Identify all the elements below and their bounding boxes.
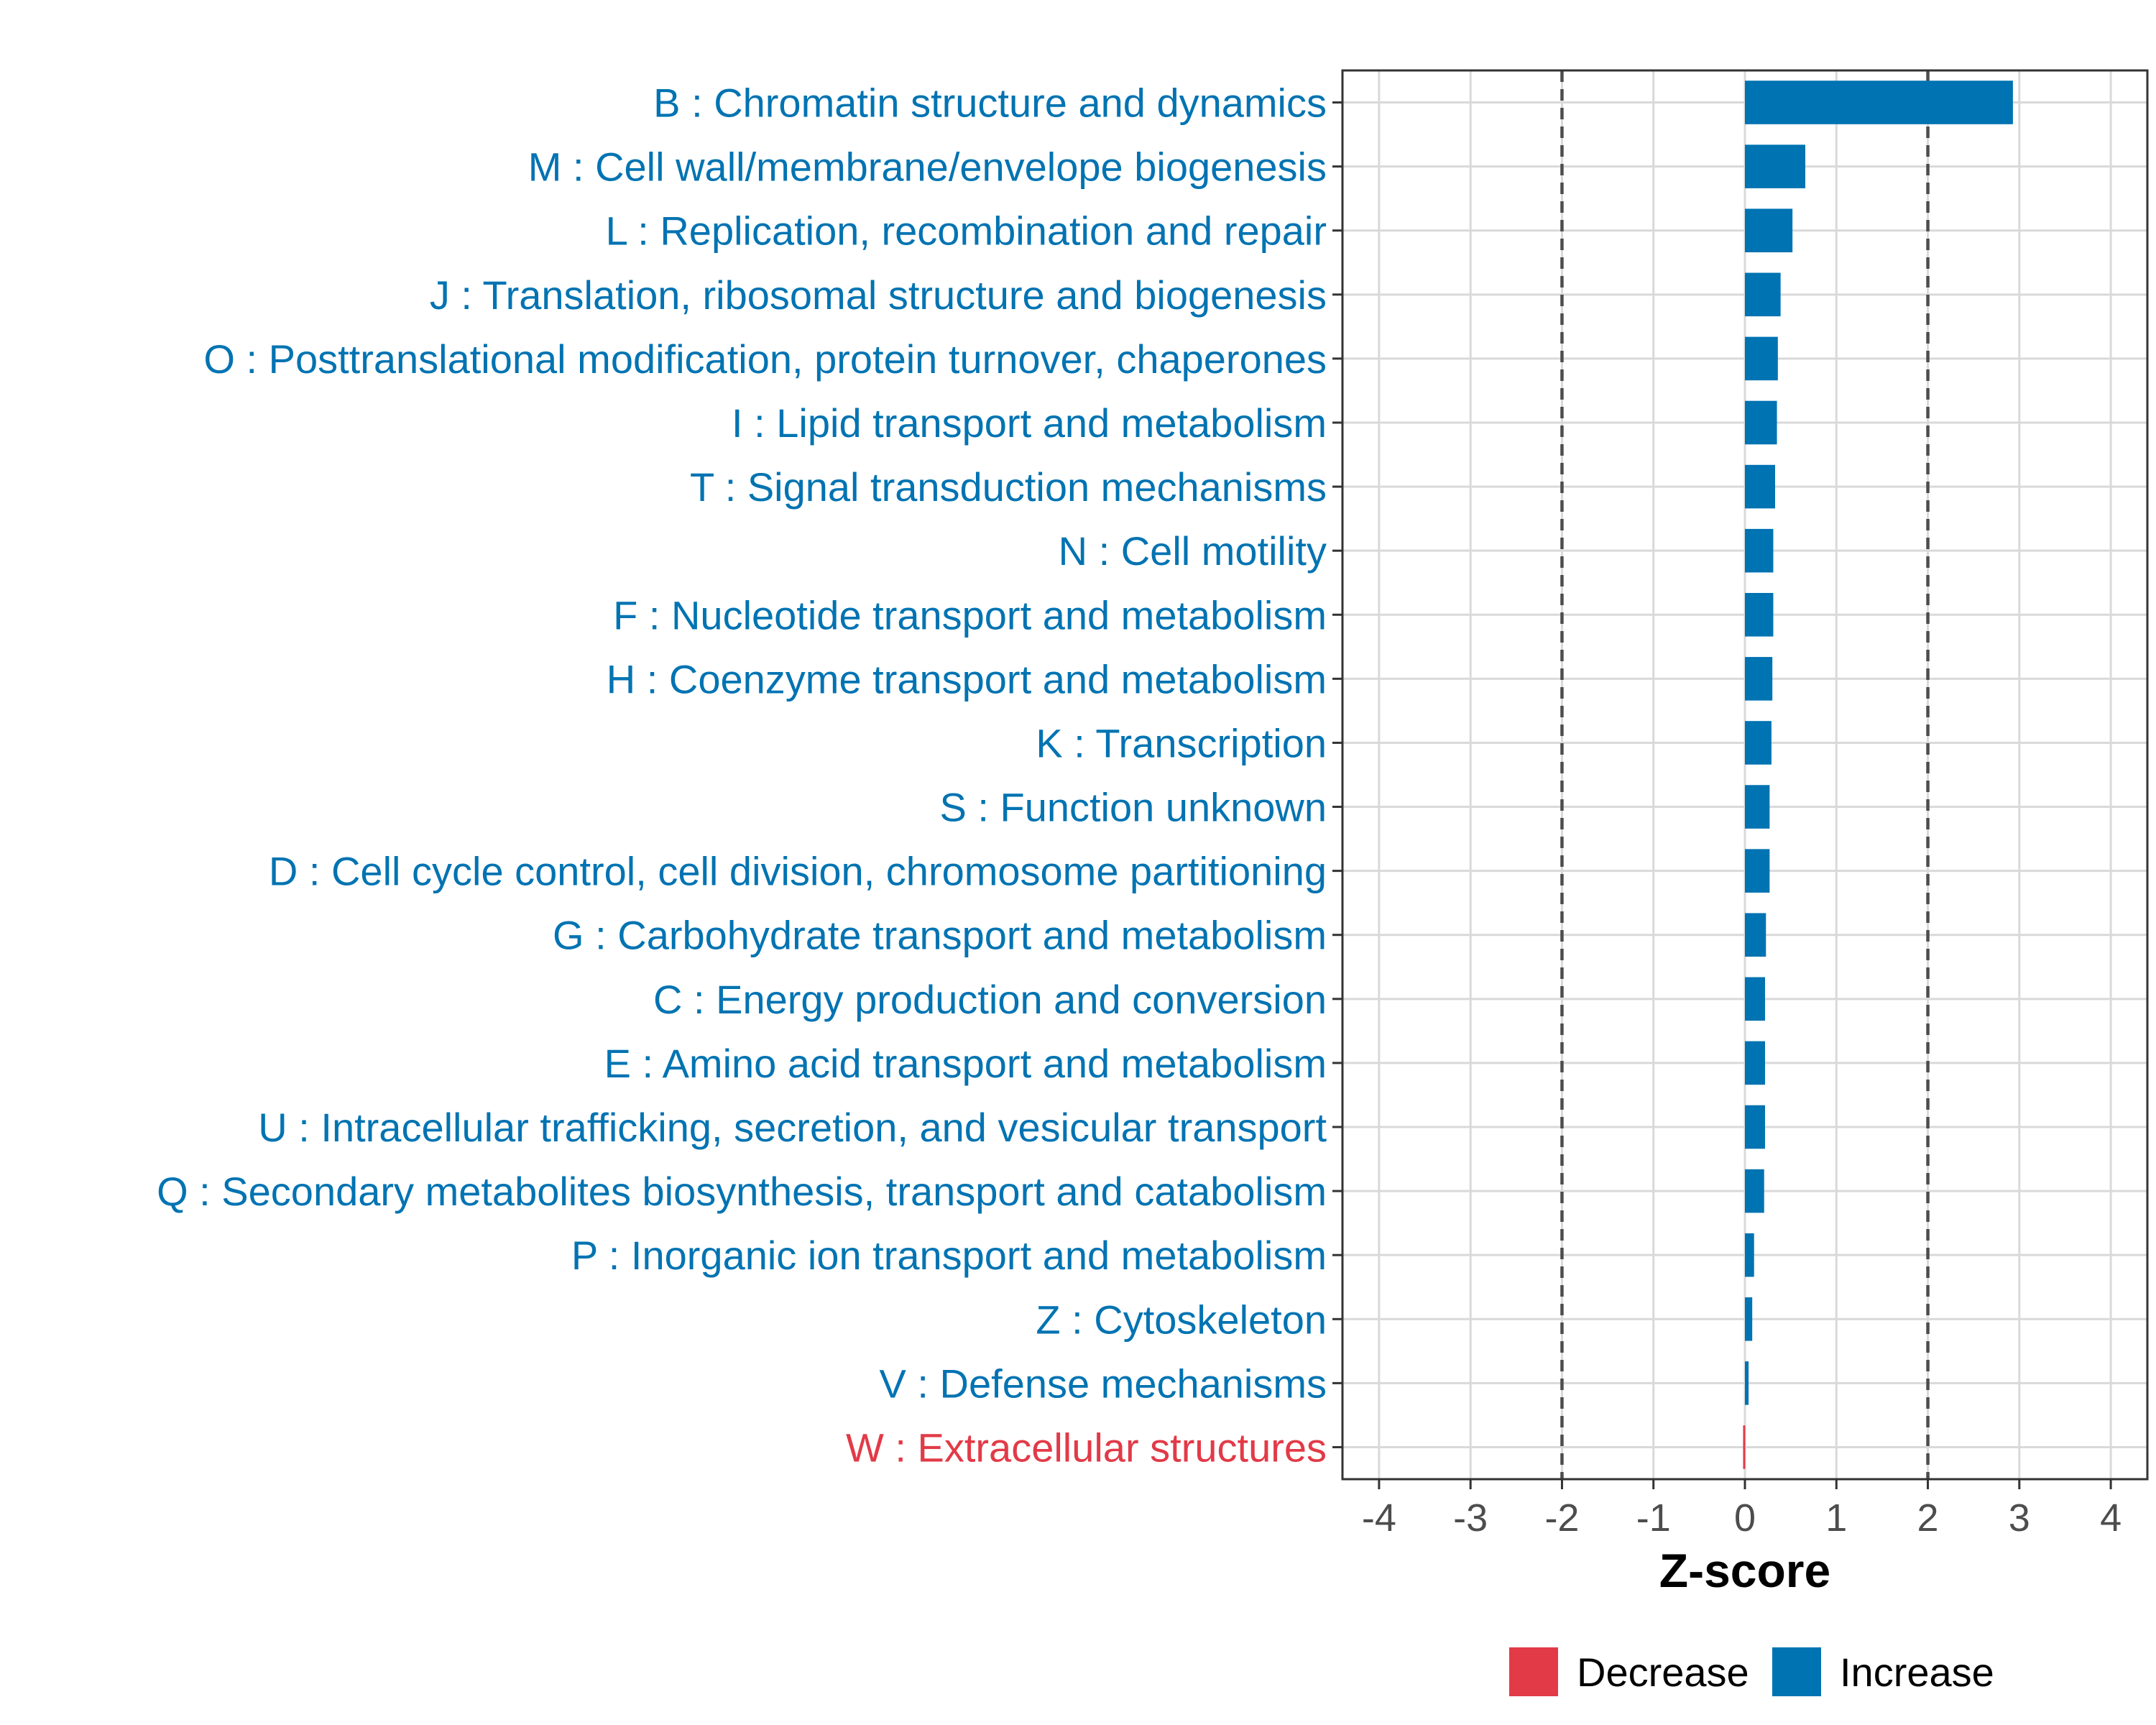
y-axis-ticks: B : Chromatin structure and dynamics M : … (157, 80, 1342, 1470)
bar (1745, 1041, 1765, 1085)
category-label: P : Inorganic ion transport and metaboli… (571, 1233, 1327, 1278)
bar (1745, 1361, 1749, 1405)
bar (1745, 721, 1772, 765)
category-label: Q : Secondary metabolites biosynthesis, … (157, 1169, 1327, 1214)
x-tick-label: -1 (1636, 1496, 1671, 1540)
bar (1745, 528, 1774, 573)
bar (1745, 144, 1805, 188)
category-label: C : Energy production and conversion (653, 977, 1327, 1022)
category-label: I : Lipid transport and metabolism (732, 400, 1327, 446)
legend: Decrease Increase (1509, 1647, 1994, 1696)
category-label: T : Signal transduction mechanisms (690, 464, 1327, 510)
bar (1743, 1425, 1746, 1469)
category-label: S : Function unknown (939, 785, 1327, 830)
category-label: L : Replication, recombination and repai… (606, 208, 1327, 254)
x-axis-title: Z-score (1659, 1544, 1830, 1597)
category-label: F : Nucleotide transport and metabolism (613, 592, 1327, 638)
category-label: Z : Cytoskeleton (1036, 1297, 1327, 1342)
category-label: N : Cell motility (1059, 528, 1327, 574)
bar (1745, 464, 1775, 509)
legend-swatch-increase (1772, 1647, 1821, 1696)
bar (1745, 849, 1770, 893)
bar (1745, 977, 1765, 1021)
bar (1745, 272, 1781, 317)
legend-label-increase: Increase (1840, 1650, 1994, 1695)
bar (1745, 80, 2013, 124)
legend-label-decrease: Decrease (1577, 1650, 1749, 1695)
category-label: E : Amino acid transport and metabolism (604, 1041, 1327, 1086)
category-label: M : Cell wall/membrane/envelope biogenes… (528, 144, 1327, 190)
x-axis-ticks: -4 -3 -2 -1 0 1 2 3 4 (1362, 1479, 2122, 1540)
legend-swatch-decrease (1509, 1647, 1558, 1696)
bar (1745, 1297, 1753, 1341)
x-tick-label: 0 (1734, 1496, 1756, 1540)
category-label: O : Posttranslational modification, prot… (203, 336, 1327, 382)
bar (1745, 913, 1766, 957)
bar (1745, 208, 1793, 253)
bar (1745, 336, 1778, 381)
threshold-lines (1560, 70, 1930, 1479)
bar (1745, 657, 1773, 701)
x-tick-label: 2 (1917, 1496, 1939, 1540)
x-tick-label: -4 (1362, 1496, 1396, 1540)
category-label: G : Carbohydrate transport and metabolis… (553, 913, 1327, 958)
x-tick-label: 3 (2009, 1496, 2030, 1540)
x-tick-label: 1 (1825, 1496, 1847, 1540)
bar (1745, 400, 1777, 445)
bar (1745, 1105, 1765, 1149)
category-label: U : Intracellular trafficking, secretion… (258, 1105, 1327, 1150)
x-tick-label: -3 (1453, 1496, 1488, 1540)
bar (1745, 592, 1774, 637)
bar (1745, 785, 1770, 829)
category-label: W : Extracellular structures (846, 1425, 1327, 1470)
category-label: J : Translation, ribosomal structure and… (430, 272, 1327, 318)
category-label: D : Cell cycle control, cell division, c… (269, 849, 1327, 894)
category-label: V : Defense mechanisms (880, 1361, 1327, 1406)
x-tick-label: -2 (1544, 1496, 1579, 1540)
bars (1743, 80, 2013, 1469)
bar (1745, 1169, 1764, 1213)
category-label: B : Chromatin structure and dynamics (653, 80, 1327, 126)
category-label: K : Transcription (1036, 720, 1327, 765)
x-tick-label: 4 (2100, 1496, 2122, 1540)
category-label: H : Coenzyme transport and metabolism (607, 656, 1327, 702)
bar (1745, 1233, 1754, 1277)
